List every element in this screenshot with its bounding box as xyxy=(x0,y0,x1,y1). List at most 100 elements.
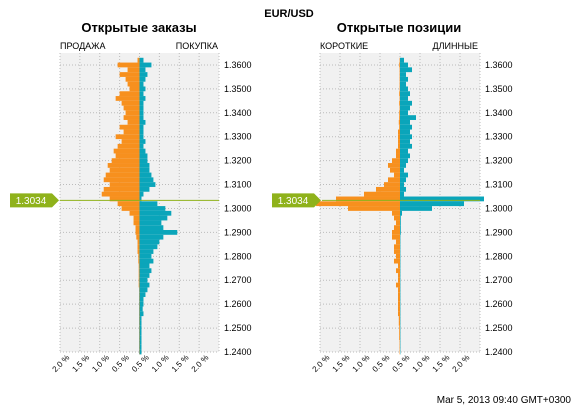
sell-bar xyxy=(384,182,400,187)
sell-bar xyxy=(133,215,140,221)
orders-sell-label: ПРОДАЖА xyxy=(60,41,106,51)
current-price-tag xyxy=(10,193,59,208)
sell-bar xyxy=(388,163,400,168)
sell-bar xyxy=(123,105,140,111)
buy-bar xyxy=(139,139,146,144)
sell-bar xyxy=(115,96,140,101)
buy-bar xyxy=(139,186,150,192)
sell-bar xyxy=(103,177,140,183)
sell-bar xyxy=(111,158,140,164)
buy-bar xyxy=(400,210,402,216)
buy-bar xyxy=(139,119,146,125)
x-tick-label: 0.5 % xyxy=(130,353,151,374)
buy-bar xyxy=(139,282,150,288)
buy-bar xyxy=(400,201,464,207)
sell-bar xyxy=(398,301,400,307)
x-tick-label: 1.0 % xyxy=(150,353,171,374)
sell-bar xyxy=(138,268,140,274)
buy-bar xyxy=(139,191,144,197)
sell-bar xyxy=(398,273,400,278)
sell-bar xyxy=(398,134,400,140)
sell-bar xyxy=(398,277,400,283)
positions-panel-title: Открытые позиции xyxy=(337,20,461,35)
sell-bar xyxy=(137,57,140,63)
sell-bar xyxy=(398,129,400,135)
buy-bar xyxy=(400,105,410,111)
sell-bar xyxy=(396,268,400,274)
buy-bar xyxy=(139,301,144,307)
sell-bar xyxy=(398,139,400,144)
y-tick-label: 1.2500 xyxy=(224,323,252,333)
sell-bar xyxy=(129,86,140,92)
buy-bar xyxy=(400,143,412,149)
symbol-title: EUR/USD xyxy=(264,8,314,20)
positions-panel: 1.3600 1.3500 1.3400 1.3300 1.3200 1.3100 1.30… xyxy=(272,53,513,374)
x-tick-label: 2.0 % xyxy=(190,353,211,374)
y-tick-label: 1.2900 xyxy=(485,227,513,237)
buy-bar xyxy=(400,76,408,82)
sell-bar xyxy=(113,148,140,154)
buy-bar xyxy=(139,163,150,168)
buy-bar xyxy=(139,234,164,240)
y-tick-label: 1.2400 xyxy=(485,347,513,357)
sell-bar xyxy=(135,225,140,231)
sell-bar xyxy=(115,153,140,159)
buy-bar xyxy=(400,182,404,187)
x-tick-label: 1.5 % xyxy=(331,353,352,374)
buy-bar xyxy=(139,158,148,164)
buy-bar xyxy=(139,129,144,135)
buy-bar xyxy=(139,277,148,283)
sell-bar xyxy=(396,253,400,259)
sell-bar xyxy=(392,230,400,235)
positions-short-label: КОРОТКИЕ xyxy=(320,41,368,51)
y-tick-label: 1.2900 xyxy=(224,227,252,237)
sell-bar xyxy=(336,196,400,202)
buy-bar xyxy=(139,134,144,140)
sell-bar xyxy=(399,325,400,331)
buy-bar xyxy=(139,110,144,116)
buy-bar xyxy=(400,230,401,235)
sell-bar xyxy=(115,134,140,140)
buy-bar xyxy=(400,206,432,211)
x-tick-label: 0.5 % xyxy=(110,353,131,374)
y-tick-label: 1.3400 xyxy=(485,108,513,118)
x-tick-label: 0.5 % xyxy=(391,353,412,374)
x-tick-label: 1.5 % xyxy=(70,353,91,374)
y-tick-label: 1.2600 xyxy=(485,299,513,309)
sell-bar xyxy=(109,167,140,173)
buy-bar xyxy=(139,268,152,274)
buy-bar xyxy=(139,96,146,101)
buy-bar xyxy=(400,129,410,135)
buy-bar xyxy=(139,258,154,264)
buy-bar xyxy=(400,134,412,140)
y-tick-label: 1.3600 xyxy=(485,60,513,70)
sell-bar xyxy=(399,100,400,106)
y-tick-label: 1.2800 xyxy=(224,251,252,261)
sell-bar xyxy=(392,210,400,216)
y-tick-label: 1.3500 xyxy=(485,84,513,94)
buy-bar xyxy=(139,86,146,92)
buy-bar xyxy=(400,62,408,68)
buy-bar xyxy=(400,72,406,77)
sell-bar xyxy=(398,263,400,269)
buy-bar xyxy=(400,115,416,120)
buy-bar xyxy=(400,186,406,192)
x-tick-label: 1.5 % xyxy=(170,353,191,374)
sell-bar xyxy=(396,239,400,245)
sell-bar xyxy=(138,253,140,259)
sell-bar xyxy=(138,273,140,278)
buy-bar xyxy=(139,225,164,231)
y-tick-label: 1.2800 xyxy=(485,251,513,261)
sell-bar xyxy=(399,335,400,341)
sell-bar xyxy=(398,316,400,321)
buy-bar xyxy=(139,62,152,68)
x-tick-label: 0.5 % xyxy=(371,353,392,374)
buy-bar xyxy=(139,196,142,202)
sell-bar xyxy=(399,110,400,116)
buy-bar xyxy=(139,239,160,245)
buy-bar xyxy=(400,81,406,87)
sell-bar xyxy=(136,234,140,240)
sell-bar xyxy=(399,62,400,68)
buy-bar xyxy=(139,292,146,297)
